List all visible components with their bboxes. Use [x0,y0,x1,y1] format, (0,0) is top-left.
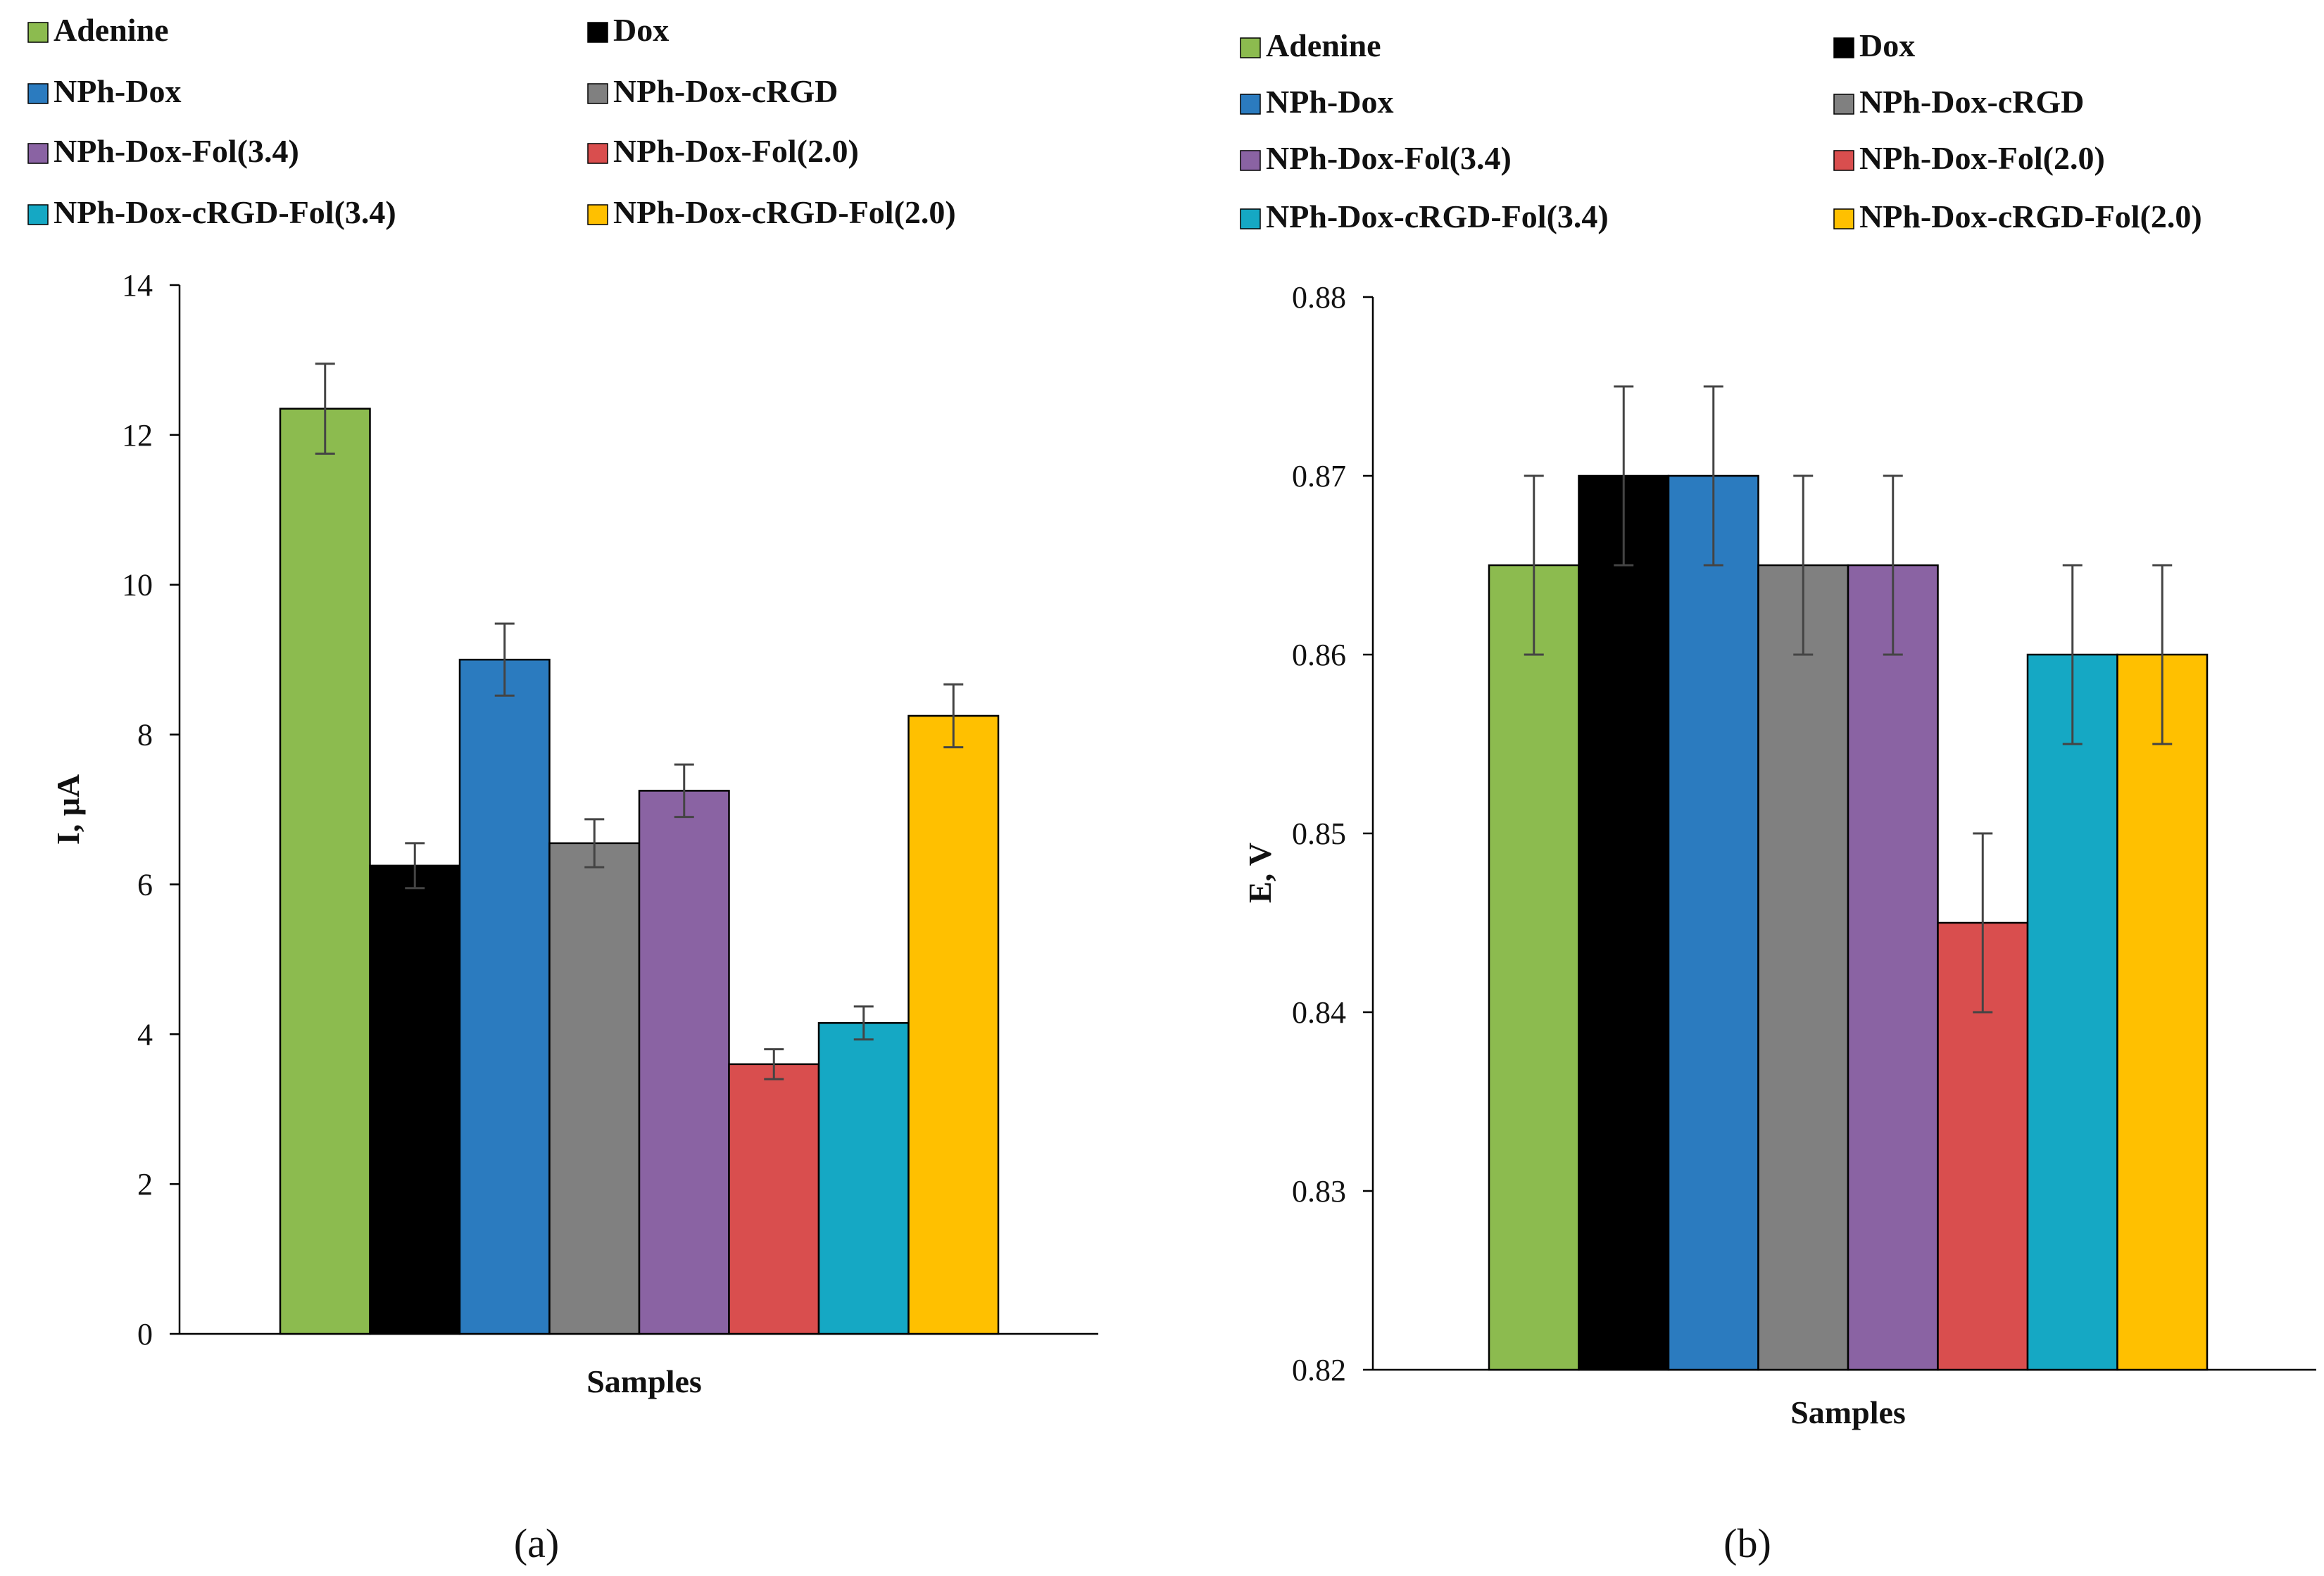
legend-label: NPh-Dox-Fol(2.0) [613,133,859,169]
bar [817,1022,910,1335]
legend-swatch [1240,208,1261,229]
bar [1847,564,1939,1371]
legend-label: NPh-Dox-cRGD-Fol(3.4) [1266,198,1609,234]
panel-label: (b) [1723,1520,1771,1566]
legend-label: NPh-Dox-Fol(3.4) [54,133,299,169]
chart-panel-a: Adenine Dox NPh-Dox NPh-Dox-cRGD NPh-Dox-Fol… [27,12,1098,1566]
legend-swatch [1833,94,1854,115]
y-tick-label: 0.82 [1292,1353,1346,1387]
bar [548,842,641,1335]
legend-label: Dox [613,12,669,48]
legend-label: NPh-Dox [54,73,181,109]
y-tick-label: 0.86 [1292,638,1346,672]
legend-swatch [27,83,49,104]
y-tick-label: 8 [137,718,153,752]
bar [279,408,371,1335]
panel-label: (a) [514,1520,559,1566]
bar [1757,564,1849,1371]
bar [1578,474,1670,1371]
legend-label: Adenine [1266,27,1381,63]
chart-panel-b: Adenine Dox NPh-Dox NPh-Dox-cRGD NPh-Dox-Fol… [1240,27,2316,1566]
y-tick-label: 0.83 [1292,1174,1346,1209]
legend-label: NPh-Dox-cRGD-Fol(3.4) [54,194,396,230]
legend-label: Dox [1859,27,1915,63]
legend-swatch [587,204,608,225]
legend-swatch [587,143,608,164]
legend-label: NPh-Dox-cRGD [613,73,838,109]
bar [2026,653,2118,1371]
legend-swatch [587,22,608,43]
y-tick-label: 0.87 [1292,459,1346,493]
y-tick-label: 0.84 [1292,995,1346,1030]
y-tick-label: 6 [137,867,153,902]
bar [2116,653,2209,1371]
y-axis-title: E, V [1242,843,1278,903]
legend-swatch [27,22,49,43]
y-tick-label: 4 [137,1017,153,1052]
bar [1488,564,1580,1371]
bar [458,658,551,1335]
legend-label: Adenine [54,12,169,48]
bar [638,790,730,1335]
legend-swatch [1240,94,1261,115]
y-tick-label: 2 [137,1167,153,1202]
legend-label: NPh-Dox-cRGD [1859,84,2084,120]
bar [369,864,461,1335]
legend-swatch [1833,208,1854,229]
legend-swatch [1833,150,1854,171]
y-tick-label: 14 [122,268,153,303]
y-axis-title: I, μA [50,774,86,845]
legend-label: NPh-Dox-cRGD-Fol(2.0) [613,194,956,230]
legend-label: NPh-Dox-Fol(3.4) [1266,140,1512,176]
y-tick-label: 10 [122,568,153,603]
bar [728,1063,820,1335]
legend-swatch [1833,37,1854,58]
legend-swatch [587,83,608,104]
legend-label: NPh-Dox-Fol(2.0) [1859,140,2105,176]
y-tick-label: 0.85 [1292,817,1346,851]
y-tick-label: 0.88 [1292,280,1346,315]
y-tick-label: 0 [137,1317,153,1351]
legend-label: NPh-Dox [1266,84,1393,120]
legend-swatch [1240,150,1261,171]
legend-swatch [27,204,49,225]
y-tick-label: 12 [122,418,153,453]
legend-swatch [27,143,49,164]
x-axis-title: Samples [586,1363,702,1399]
legend-swatch [1240,37,1261,58]
bar [907,714,1000,1335]
x-axis-title: Samples [1790,1394,1906,1430]
legend-label: NPh-Dox-cRGD-Fol(2.0) [1859,198,2202,234]
bar [1667,474,1759,1371]
